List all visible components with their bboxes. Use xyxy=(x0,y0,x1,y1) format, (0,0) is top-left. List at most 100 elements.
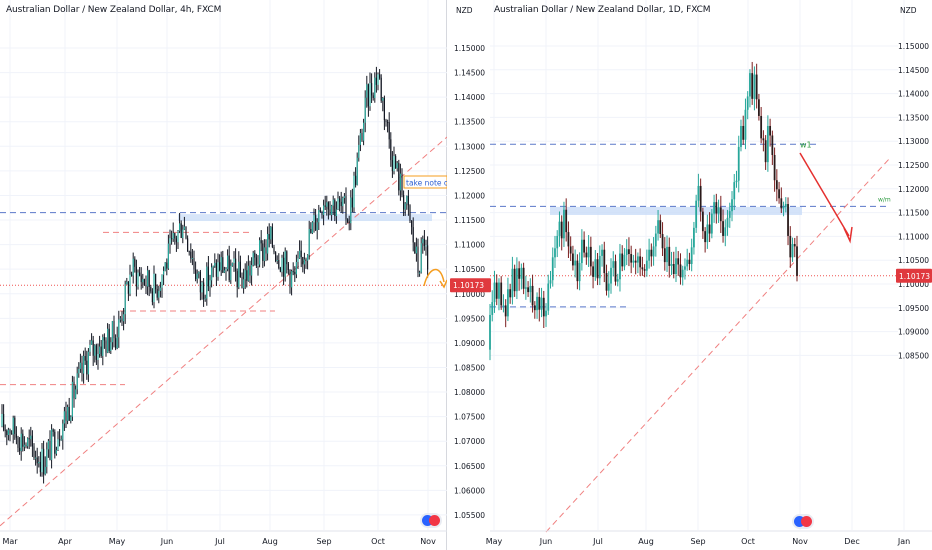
left-y-tick-label: 1.07000 xyxy=(454,437,485,446)
candle-body xyxy=(495,282,498,299)
candle-body xyxy=(214,262,216,266)
candle-body xyxy=(380,77,382,101)
candle-body xyxy=(70,416,72,421)
candle-body xyxy=(735,180,738,183)
tradingview-logo-icon[interactable] xyxy=(420,513,442,528)
left-y-tick-label: 1.08500 xyxy=(454,363,485,372)
candle-body xyxy=(283,257,285,277)
curved-arrow-head-icon xyxy=(439,279,447,289)
candle-body xyxy=(249,265,251,276)
candle-body xyxy=(335,209,337,217)
candle-body xyxy=(243,279,245,289)
candle-body xyxy=(244,270,246,280)
left-y-tick-label: 1.11500 xyxy=(454,216,485,225)
candle-body xyxy=(764,140,767,163)
candle-body xyxy=(538,296,541,310)
candle-body xyxy=(675,258,677,275)
candle-body xyxy=(731,199,733,212)
candle-body xyxy=(533,305,536,311)
candle-body xyxy=(634,260,637,263)
right-chart-pane[interactable]: w1 w/m NZD 1.15000 1.14500 1.14000 1.13500 1.1… xyxy=(448,0,932,550)
candle-body xyxy=(51,429,53,460)
candle-body xyxy=(639,256,642,268)
candle-body xyxy=(406,195,408,204)
candle-body xyxy=(150,287,152,292)
candle-body xyxy=(686,259,689,267)
candle-body xyxy=(230,265,232,281)
candle-body xyxy=(190,251,192,259)
candle-body xyxy=(717,207,720,214)
candle-body xyxy=(307,255,309,261)
candle-body xyxy=(166,262,168,269)
candle-body xyxy=(650,249,653,257)
candle-body xyxy=(299,250,301,259)
candle-body xyxy=(654,233,657,247)
candle-body xyxy=(415,246,417,254)
candle-body xyxy=(23,444,25,447)
candle-body xyxy=(228,255,230,281)
candle-body xyxy=(355,175,357,185)
candle-body xyxy=(273,247,275,253)
candle-body xyxy=(610,267,612,284)
right-zones xyxy=(550,206,802,215)
candle-body xyxy=(148,270,150,288)
right-wm-label: w/m xyxy=(878,196,891,203)
candle-body xyxy=(71,381,73,417)
candle-body xyxy=(760,115,763,139)
candle-body xyxy=(596,259,599,279)
candle-body xyxy=(151,291,153,303)
candle-body xyxy=(41,448,43,473)
candle-body xyxy=(195,269,197,280)
candle-body xyxy=(396,162,398,169)
candle-body xyxy=(401,173,403,196)
left-x-tick-label: Oct xyxy=(371,537,385,546)
candle-body xyxy=(551,257,554,281)
candle-body xyxy=(161,274,163,288)
left-chart-pane[interactable]: take note of Mar Apr May Jun Jul Aug Sep Oct Nov… xyxy=(0,0,447,550)
candle-body xyxy=(601,249,603,256)
right-x-tick-label: Jul xyxy=(592,537,603,546)
right-trendline xyxy=(545,157,891,533)
candle-body xyxy=(724,227,727,236)
candle-body xyxy=(340,201,342,207)
candle-body xyxy=(375,77,377,85)
right-y-tick-label: 1.10000 xyxy=(898,280,929,289)
candle-body xyxy=(127,281,129,294)
candle-body xyxy=(769,125,772,136)
candle-body xyxy=(79,362,81,369)
candle-body xyxy=(527,287,529,293)
left-x-tick-label: Sep xyxy=(316,537,331,546)
candle-body xyxy=(87,351,89,375)
candle-body xyxy=(353,175,355,208)
candle-body xyxy=(153,273,155,303)
left-chart-svg[interactable]: take note of Mar Apr May Jun Jul Aug Sep Oct Nov xyxy=(0,0,447,550)
left-y-tick-label: 1.12500 xyxy=(454,167,485,176)
candle-body xyxy=(580,239,583,264)
right-y-tick-label: 1.14500 xyxy=(898,66,929,75)
candle-body xyxy=(134,258,136,267)
tradingview-logo-icon[interactable] xyxy=(792,514,814,529)
candle-body xyxy=(605,273,608,291)
left-annotation-box xyxy=(403,175,447,189)
right-price-tag xyxy=(896,268,932,283)
candle-body xyxy=(789,235,792,258)
candle-body xyxy=(625,249,628,255)
candle-body xyxy=(422,238,424,244)
candle-body xyxy=(390,139,392,161)
right-x-tick-label: May xyxy=(486,537,503,546)
candle-body xyxy=(414,242,416,254)
candle-body xyxy=(324,205,326,207)
candle-body xyxy=(36,457,38,464)
candle-body xyxy=(668,246,671,266)
candle-body xyxy=(180,223,182,238)
candle-body xyxy=(388,122,390,140)
candle-body xyxy=(108,328,110,351)
candle-body xyxy=(43,448,45,475)
candle-body xyxy=(318,209,320,223)
right-chart-svg[interactable]: w1 w/m NZD 1.15000 1.14500 1.14000 1.13500 1.1… xyxy=(448,0,932,550)
candle-body xyxy=(94,345,96,356)
candle-body xyxy=(121,318,123,322)
candle-body xyxy=(755,74,758,100)
candle-body xyxy=(746,96,749,110)
candle-body xyxy=(598,255,601,279)
